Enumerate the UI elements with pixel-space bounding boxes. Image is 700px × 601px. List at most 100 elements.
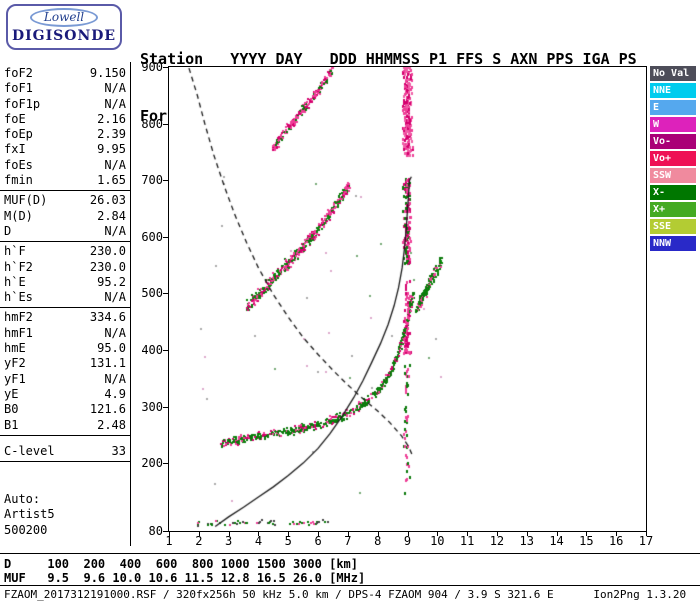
param-label: fmin: [4, 173, 33, 188]
param-label: foF1p: [4, 96, 41, 111]
param-label: foE: [4, 111, 26, 126]
param-label: hmF2: [4, 310, 33, 325]
param-row-yE: yE 4.9: [0, 387, 130, 402]
param-row-B0: B0 121.6: [0, 402, 130, 417]
x-tickmark: [288, 532, 290, 536]
param-label: foEp: [4, 127, 33, 142]
auto-row: Auto:: [0, 492, 130, 507]
y-tickmark: [163, 180, 168, 182]
header-line-1: Station YYYY DAY DDD HHMMSS P1 FFS S AXN…: [140, 50, 637, 68]
param-label: foF1: [4, 81, 33, 96]
muf-row: MUF 9.5 9.6 10.0 10.6 11.5 12.8 16.5 26.…: [4, 571, 366, 585]
param-row-fmin: fmin 1.65: [0, 173, 130, 188]
x-tick-label-1: 1: [165, 534, 173, 548]
param-label: C-level: [4, 443, 55, 458]
legend-item-nne: NNE: [650, 83, 696, 98]
param-value: 230.0: [89, 259, 126, 274]
param-label: h`F2: [4, 259, 33, 274]
param-row-B1: B1 2.48: [0, 418, 130, 433]
y-tickmark: [163, 236, 168, 238]
auto-scaling-block: Auto: Artist5 500200: [0, 492, 130, 538]
parameter-panel: foF2 9.150 foF1 N/A foF1p N/A foE 2.16 foEp 2.39 f…: [0, 62, 131, 546]
y-tickmark: [163, 67, 168, 68]
param-separator: [0, 461, 130, 463]
param-value: 95.0: [97, 341, 126, 356]
x-tick-label-2: 2: [195, 534, 203, 548]
logo-digisonde-text: DIGISONDE: [11, 28, 117, 44]
param-value: 121.6: [89, 402, 126, 417]
param-label: h`E: [4, 274, 26, 289]
param-value: N/A: [104, 96, 126, 111]
legend-item-nnw: NNW: [650, 236, 696, 251]
x-tick-label-13: 13: [519, 534, 534, 548]
x-tickmark: [347, 532, 349, 536]
param-label: foF2: [4, 66, 33, 80]
param-label: fxI: [4, 142, 26, 157]
param-separator: [0, 307, 130, 309]
param-value: 230.0: [89, 244, 126, 259]
param-row-foF1: foF1 N/A: [0, 81, 130, 96]
x-tick-label-12: 12: [489, 534, 505, 548]
param-separator: [0, 241, 130, 243]
param-row-h`F: h`F 230.0: [0, 244, 130, 259]
y-tick-label-80: 80: [148, 524, 163, 538]
param-label: B1: [4, 417, 19, 432]
x-tickmark: [258, 532, 260, 536]
y-tick-label-600: 600: [141, 229, 163, 244]
param-label: hmF1: [4, 325, 33, 340]
x-tickmark: [646, 532, 647, 536]
x-tick-label-16: 16: [608, 534, 624, 548]
param-label: h`Es: [4, 290, 33, 305]
x-tick-label-5: 5: [284, 534, 292, 548]
legend-item-e: E: [650, 100, 696, 115]
param-row-h`Es: h`Es N/A: [0, 290, 130, 305]
ionogram-canvas: [169, 67, 646, 531]
x-tickmark: [198, 532, 200, 536]
x-tick-label-15: 15: [579, 534, 594, 548]
param-row-h`F2: h`F2 230.0: [0, 260, 130, 275]
x-tick-label-10: 10: [430, 534, 445, 548]
x-tickmark: [407, 532, 409, 536]
param-value: 26.03: [89, 193, 126, 208]
param-row-D: D N/A: [0, 224, 130, 239]
param-value: 9.150: [89, 66, 126, 80]
param-row-hmF1: hmF1 N/A: [0, 326, 130, 341]
param-row-foF2: foF2 9.150: [0, 66, 130, 81]
x-tickmark: [467, 532, 469, 536]
param-row-foEp: foEp 2.39: [0, 127, 130, 142]
y-tick-label-400: 400: [141, 342, 163, 357]
footer-separator-top: [0, 553, 700, 554]
auto-row: 500200: [0, 523, 130, 538]
param-value: N/A: [104, 371, 126, 386]
legend-item-sse: SSE: [650, 219, 696, 234]
param-row-hmF2: hmF2 334.6: [0, 310, 130, 325]
y-tick-label-500: 500: [141, 286, 163, 301]
logo-lowell-text: Lowell: [29, 8, 99, 27]
x-tick-label-3: 3: [225, 534, 233, 548]
doppler-direction-legend: No Val NNE E W Vo- Vo+ SSW X- X+ SSE NNW: [650, 66, 696, 253]
y-tickmark: [163, 293, 168, 295]
param-label: B0: [4, 402, 19, 417]
param-value: N/A: [104, 325, 126, 340]
param-row-hmE: hmE 95.0: [0, 341, 130, 356]
param-value: 2.84: [97, 208, 126, 223]
legend-item-vo+: Vo+: [650, 151, 696, 166]
param-label: yF2: [4, 356, 26, 371]
x-tick-label-8: 8: [374, 534, 382, 548]
auto-row: Artist5: [0, 507, 130, 522]
y-tick-label-700: 700: [141, 173, 163, 188]
param-value: 334.6: [89, 310, 126, 325]
param-value: 9.95: [97, 142, 126, 157]
param-row-MUF(D): MUF(D) 26.03: [0, 193, 130, 208]
legend-item-x+: X+: [650, 202, 696, 217]
y-tickmark: [163, 123, 168, 125]
y-tick-label-800: 800: [141, 116, 163, 131]
x-tickmark: [228, 532, 230, 536]
param-label: yF1: [4, 371, 26, 386]
param-value: 33: [111, 443, 126, 458]
param-row-foF1p: foF1p N/A: [0, 97, 130, 112]
legend-item-vo-: Vo-: [650, 134, 696, 149]
param-label: h`F: [4, 244, 26, 259]
param-label: MUF(D): [4, 193, 48, 208]
legend-item-ssw: SSW: [650, 168, 696, 183]
